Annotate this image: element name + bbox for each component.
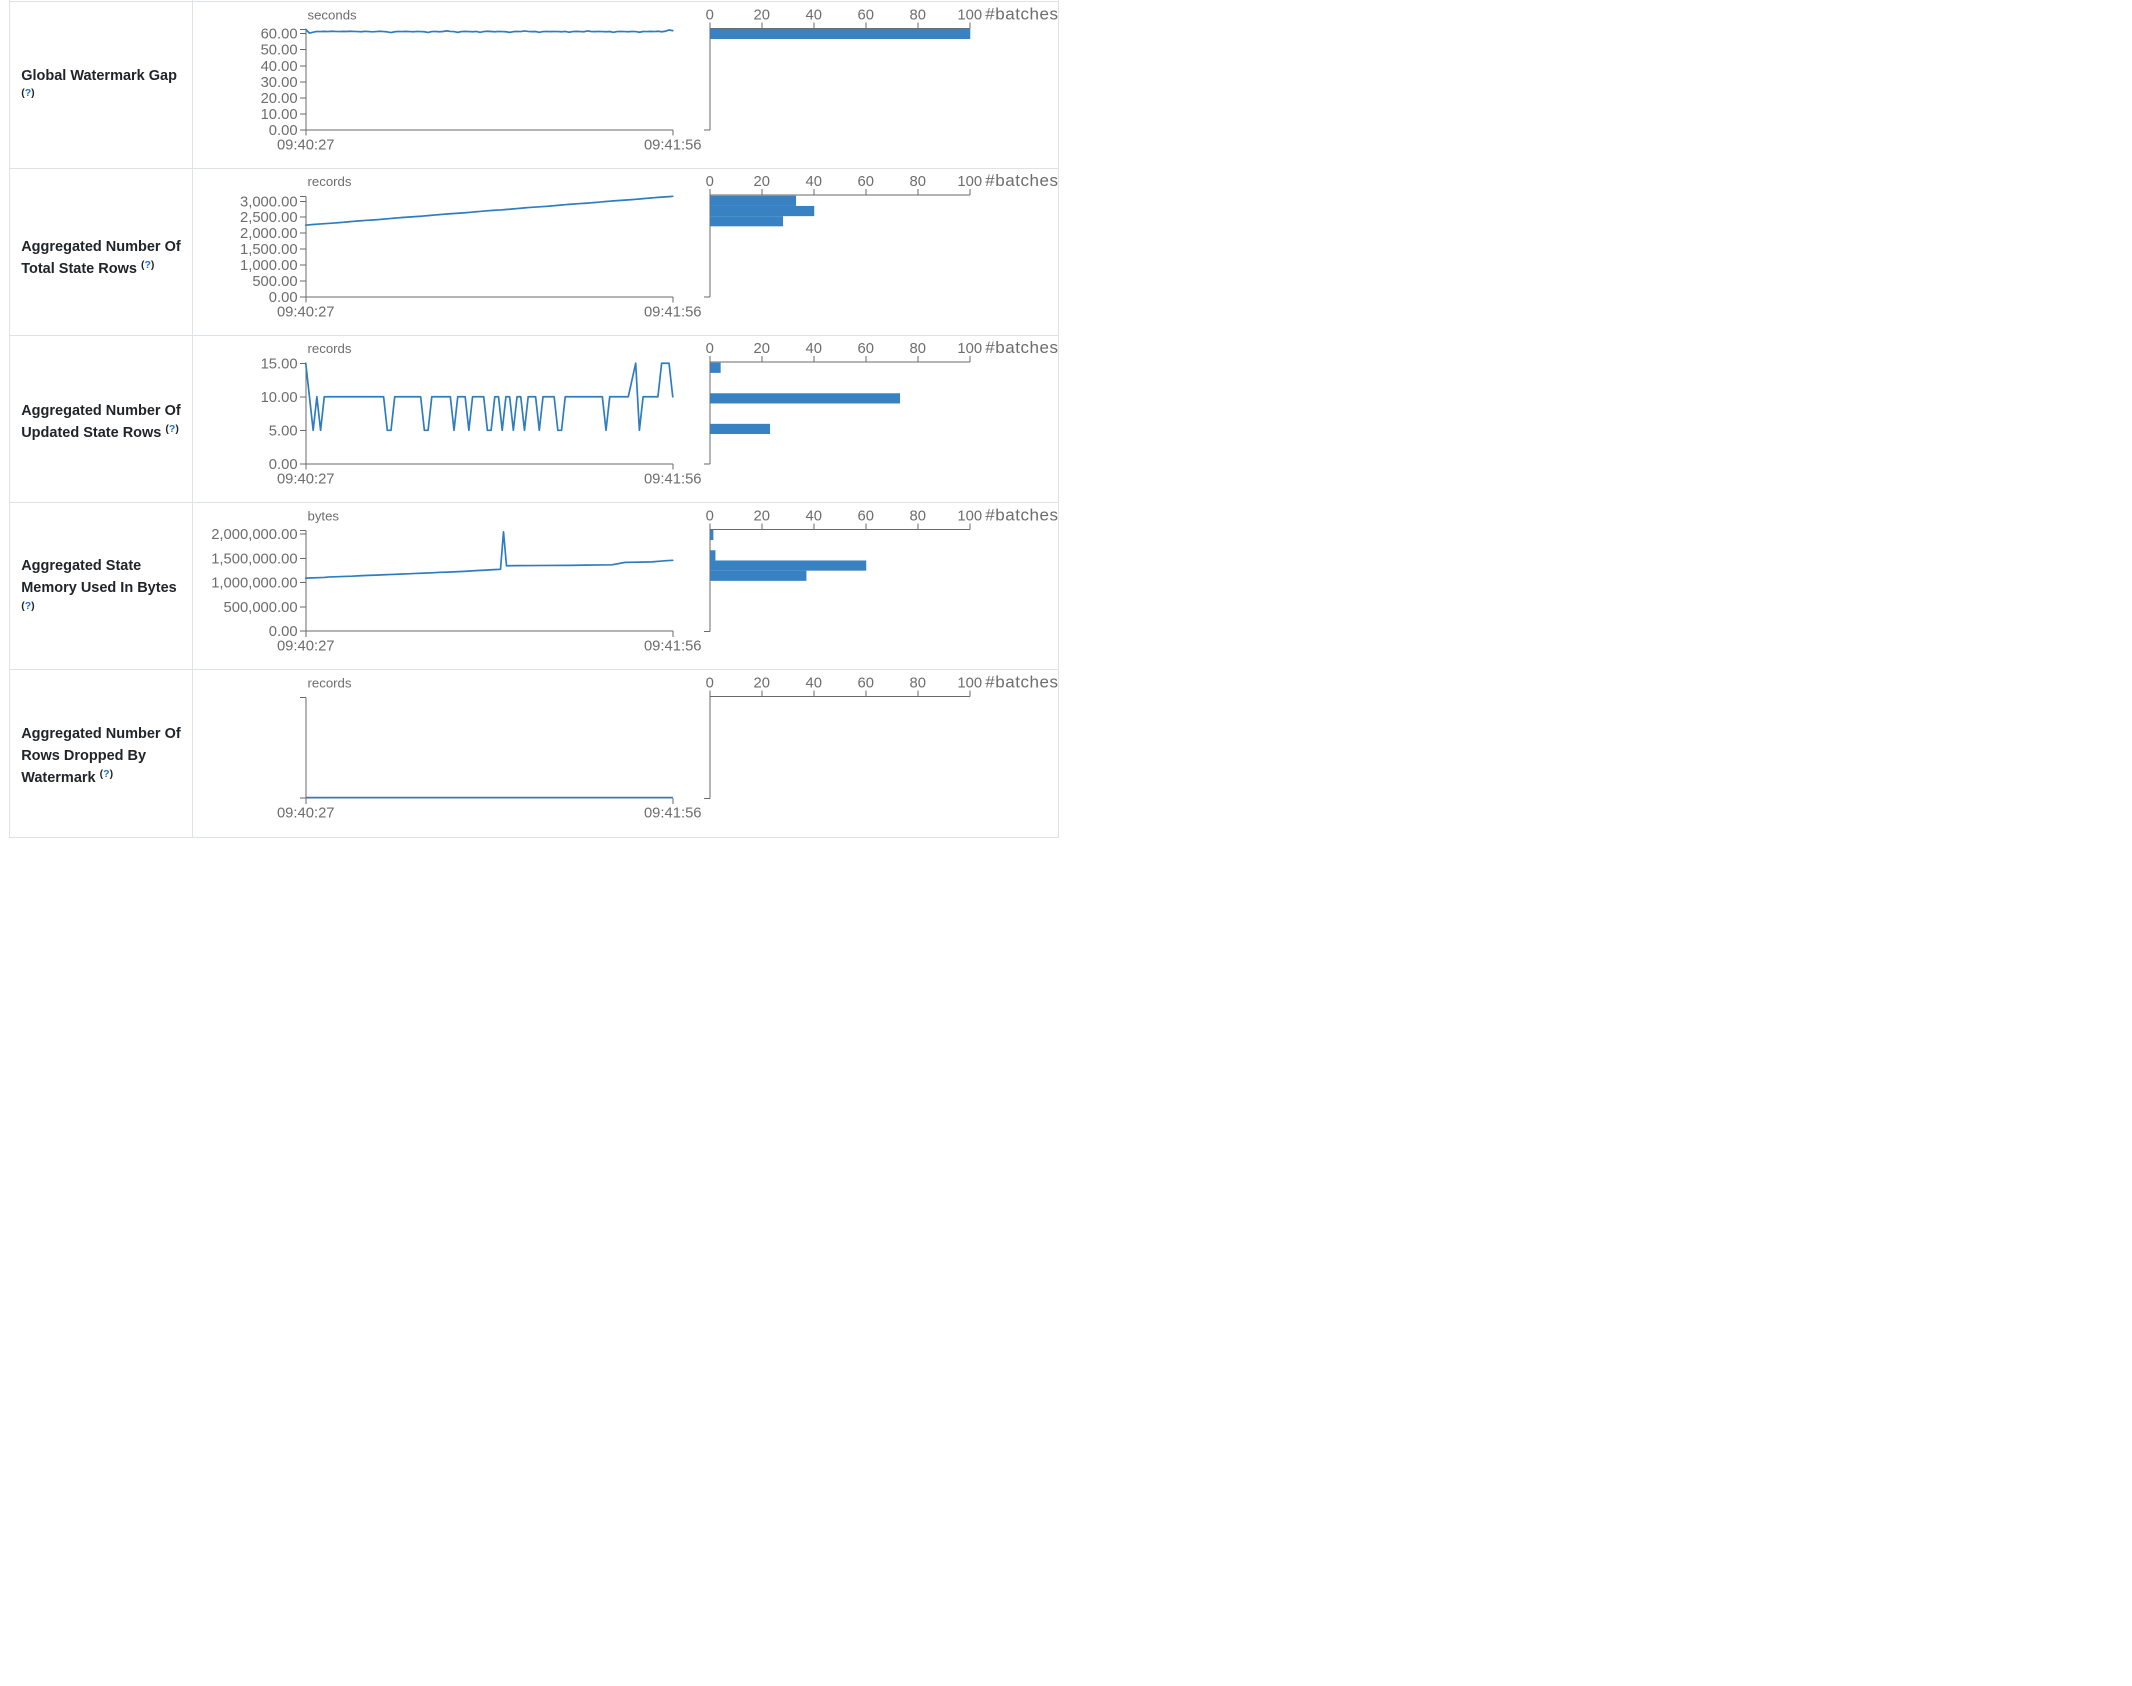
svg-text:09:40:27: 09:40:27	[277, 638, 335, 654]
svg-text:09:41:56: 09:41:56	[644, 638, 702, 654]
svg-text:09:41:56: 09:41:56	[644, 137, 702, 153]
svg-text:#batches: #batches	[985, 672, 1058, 691]
svg-text:20: 20	[754, 341, 770, 357]
svg-text:500.00: 500.00	[252, 274, 297, 290]
svg-text:0.00: 0.00	[269, 123, 298, 139]
svg-text:#batches: #batches	[985, 505, 1058, 524]
svg-text:60: 60	[858, 675, 874, 691]
svg-text:10.00: 10.00	[261, 107, 298, 123]
svg-text:09:41:56: 09:41:56	[644, 304, 702, 320]
svg-text:15.00: 15.00	[261, 356, 298, 372]
svg-text:5.00: 5.00	[269, 423, 298, 439]
svg-text:100: 100	[957, 508, 982, 524]
svg-text:1,500.00: 1,500.00	[240, 242, 298, 258]
svg-text:bytes: bytes	[308, 508, 340, 523]
svg-text:seconds: seconds	[308, 7, 358, 22]
svg-text:100: 100	[957, 675, 982, 691]
svg-text:40: 40	[806, 508, 822, 524]
svg-text:50.00: 50.00	[261, 43, 298, 59]
svg-text:2,000,000.00: 2,000,000.00	[211, 527, 297, 543]
svg-text:09:40:27: 09:40:27	[277, 471, 335, 487]
svg-text:1,000,000.00: 1,000,000.00	[211, 576, 297, 592]
svg-text:20.00: 20.00	[261, 91, 298, 107]
svg-text:100: 100	[957, 7, 982, 23]
svg-text:20: 20	[754, 508, 770, 524]
svg-text:0: 0	[706, 7, 714, 23]
svg-text:100: 100	[957, 174, 982, 190]
svg-text:60: 60	[858, 174, 874, 190]
svg-text:80: 80	[910, 341, 926, 357]
svg-text:records: records	[308, 675, 352, 690]
svg-text:20: 20	[754, 675, 770, 691]
svg-text:1,000.00: 1,000.00	[240, 258, 298, 274]
svg-text:09:40:27: 09:40:27	[277, 805, 335, 821]
svg-text:0: 0	[706, 341, 714, 357]
svg-text:80: 80	[910, 675, 926, 691]
svg-text:40: 40	[806, 7, 822, 23]
svg-text:80: 80	[910, 508, 926, 524]
svg-text:0.00: 0.00	[269, 457, 298, 473]
svg-text:40: 40	[806, 341, 822, 357]
svg-text:0.00: 0.00	[269, 624, 298, 640]
svg-text:#batches: #batches	[985, 338, 1058, 357]
svg-text:0: 0	[706, 174, 714, 190]
svg-text:#batches: #batches	[985, 4, 1058, 23]
svg-text:10.00: 10.00	[261, 390, 298, 406]
svg-text:1,500,000.00: 1,500,000.00	[211, 551, 297, 567]
svg-text:3,000.00: 3,000.00	[240, 194, 298, 210]
svg-text:09:41:56: 09:41:56	[644, 805, 702, 821]
svg-text:40: 40	[806, 174, 822, 190]
svg-text:60: 60	[858, 508, 874, 524]
svg-text:0: 0	[706, 675, 714, 691]
svg-text:40.00: 40.00	[261, 59, 298, 75]
svg-text:0.00: 0.00	[269, 290, 298, 306]
svg-text:2,000.00: 2,000.00	[240, 226, 298, 242]
svg-text:30.00: 30.00	[261, 75, 298, 91]
svg-text:40: 40	[806, 675, 822, 691]
svg-text:60.00: 60.00	[261, 27, 298, 43]
svg-text:60: 60	[858, 7, 874, 23]
svg-text:500,000.00: 500,000.00	[224, 600, 298, 616]
svg-text:09:40:27: 09:40:27	[277, 137, 335, 153]
svg-text:20: 20	[754, 7, 770, 23]
svg-text:80: 80	[910, 7, 926, 23]
svg-text:100: 100	[957, 341, 982, 357]
svg-text:2,500.00: 2,500.00	[240, 210, 298, 226]
svg-text:records: records	[308, 174, 352, 189]
svg-text:80: 80	[910, 174, 926, 190]
svg-text:20: 20	[754, 174, 770, 190]
svg-text:records: records	[308, 341, 352, 356]
svg-text:09:40:27: 09:40:27	[277, 304, 335, 320]
svg-text:#batches: #batches	[985, 171, 1058, 190]
svg-text:60: 60	[858, 341, 874, 357]
svg-text:0: 0	[706, 508, 714, 524]
svg-text:09:41:56: 09:41:56	[644, 471, 702, 487]
